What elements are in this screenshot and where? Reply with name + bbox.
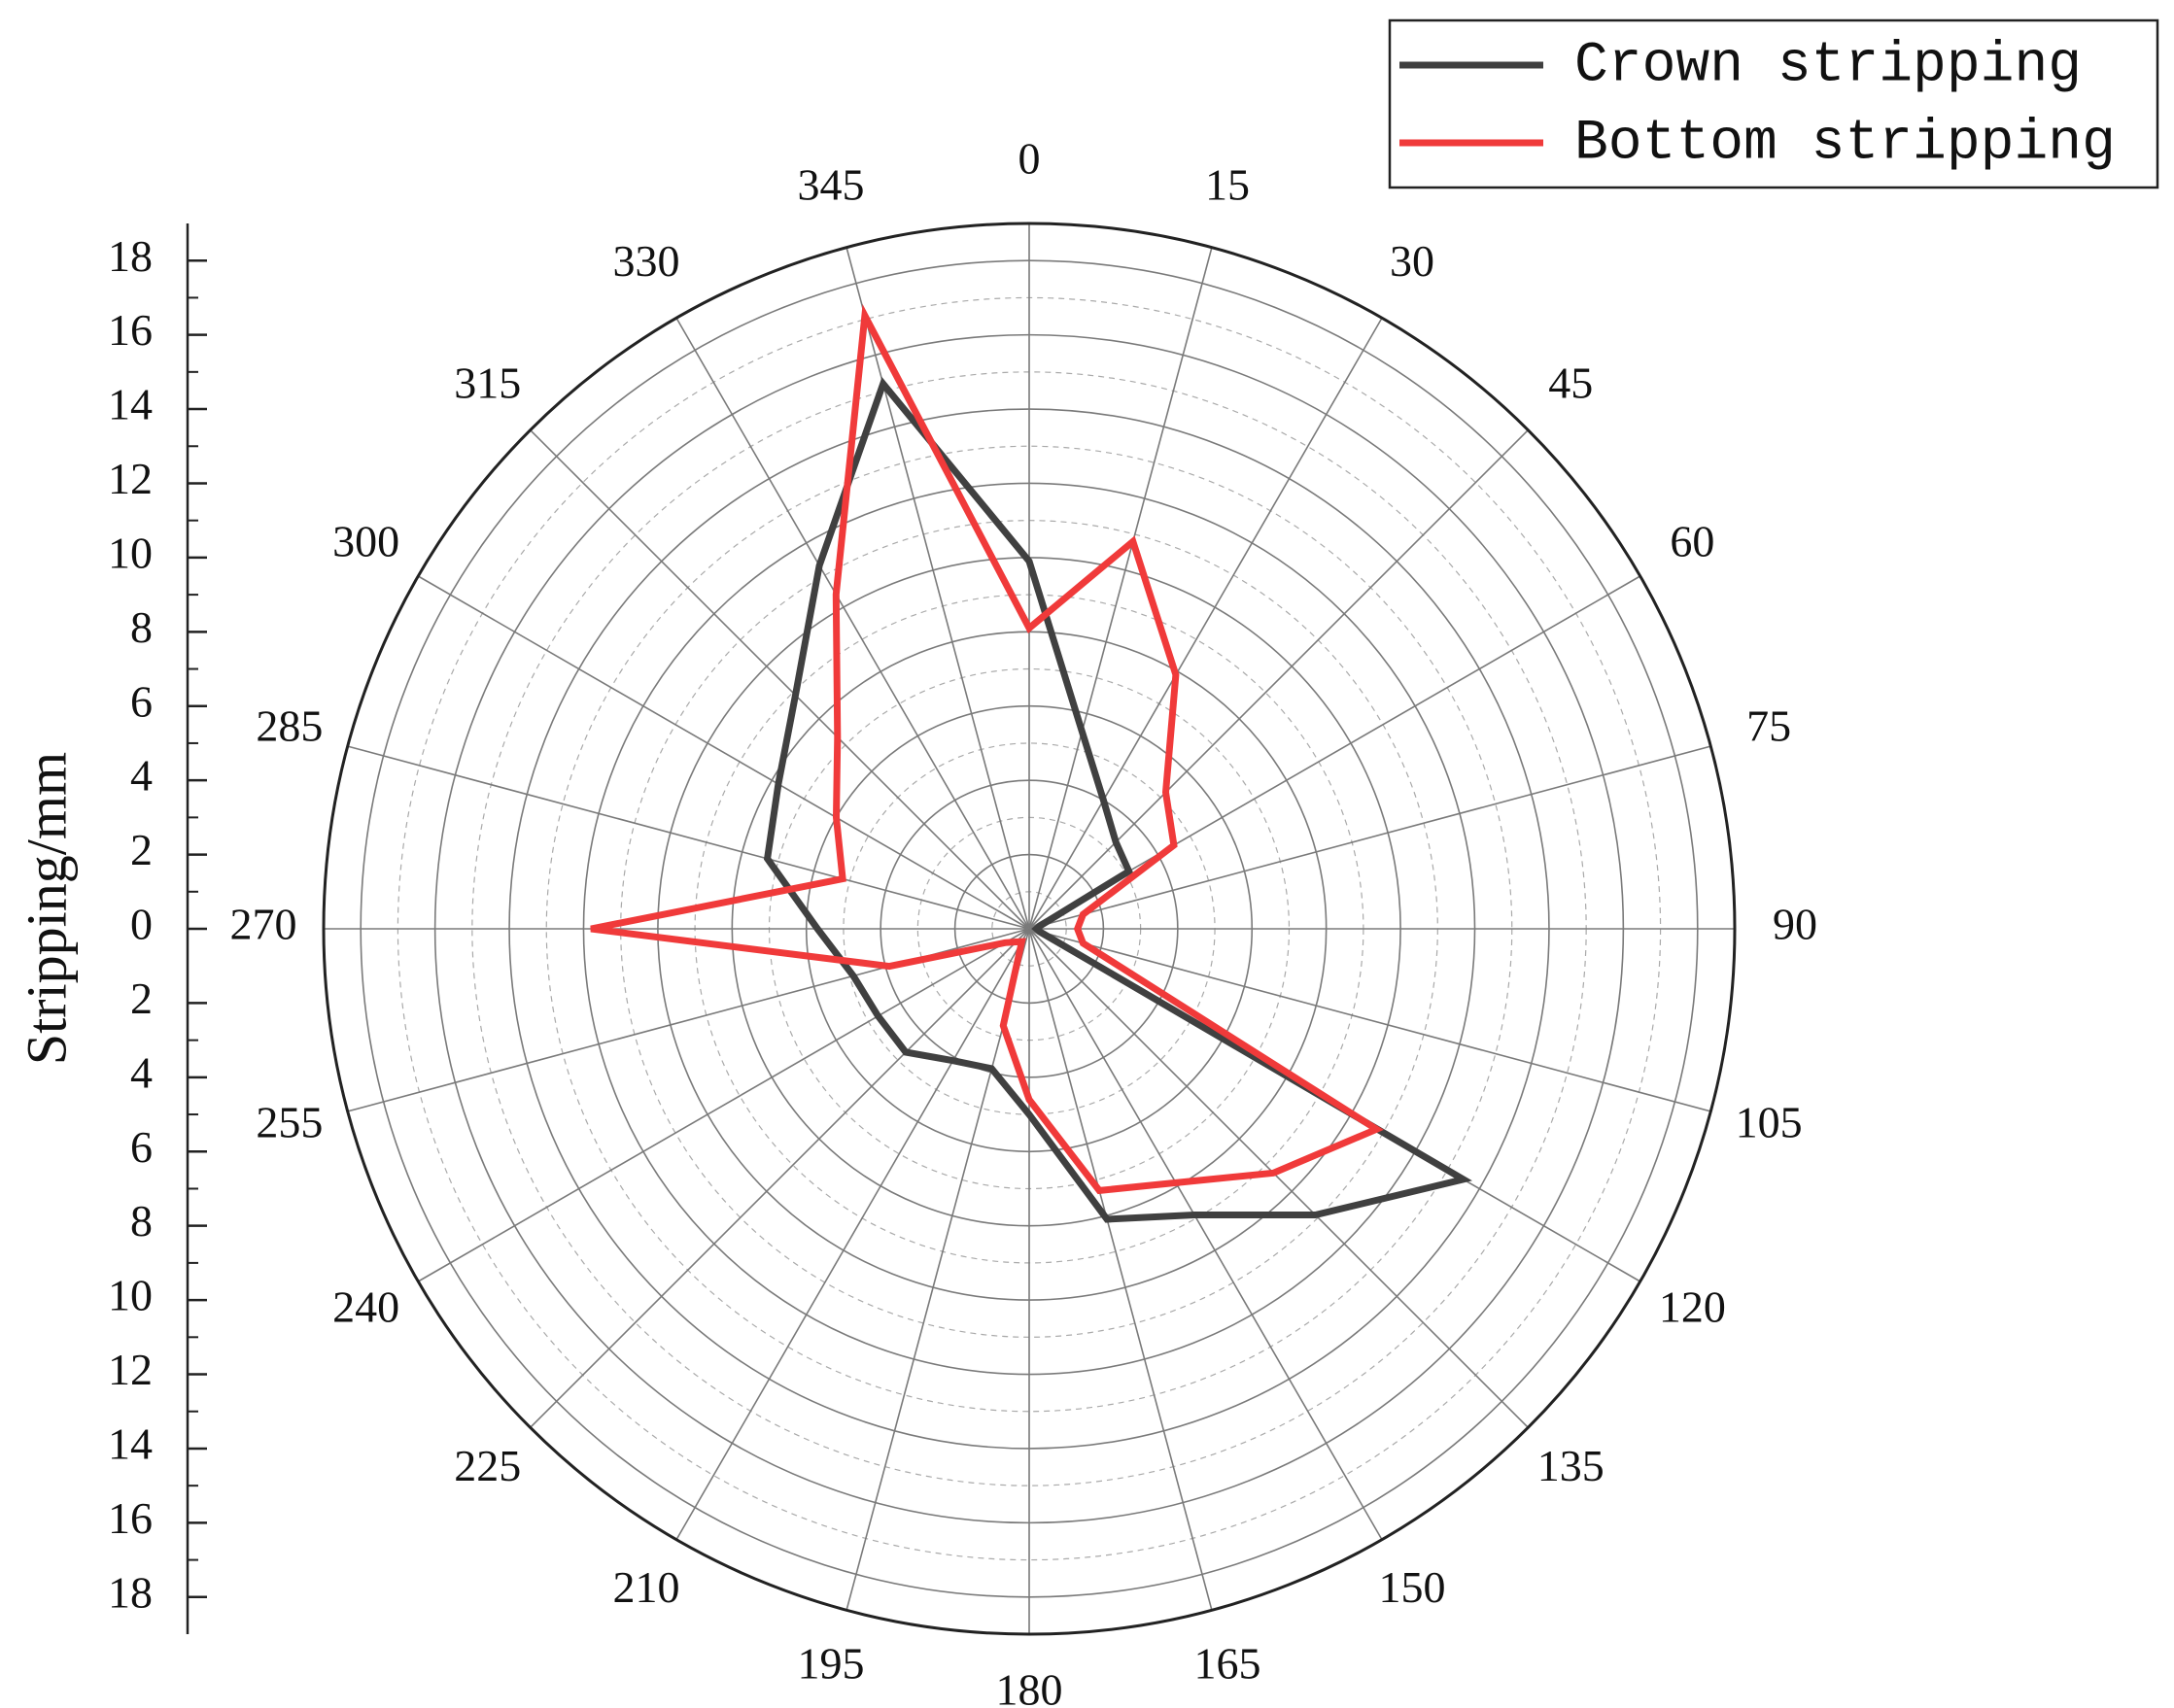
radial-grid-line xyxy=(1028,429,1529,930)
angle-tick-label: 225 xyxy=(454,1441,521,1490)
y-tick-label: 18 xyxy=(108,231,153,281)
radial-grid-line xyxy=(845,928,1030,1611)
series-line xyxy=(590,304,1384,1195)
angle-tick-label: 90 xyxy=(1773,900,1817,949)
y-tick-label: 10 xyxy=(108,528,153,577)
angle-tick-label: 165 xyxy=(1193,1639,1260,1689)
angle-tick-label: 195 xyxy=(798,1639,865,1689)
radial-grid-line xyxy=(417,575,1030,930)
radial-grid-line xyxy=(1028,247,1213,930)
angle-tick-label: 330 xyxy=(613,236,680,286)
y-axis-label: Stripping/mm xyxy=(15,752,78,1065)
y-tick-label: 4 xyxy=(130,1047,153,1097)
angle-tick-label: 30 xyxy=(1390,236,1434,286)
angle-tick-label: 180 xyxy=(996,1665,1063,1708)
series-line xyxy=(763,376,1472,1223)
angle-tick-label: 300 xyxy=(332,517,399,566)
radial-grid-line xyxy=(845,247,1030,930)
angle-tick-label: 45 xyxy=(1548,358,1593,407)
y-tick-label: 8 xyxy=(130,602,153,652)
angle-tick-label: 60 xyxy=(1670,517,1714,566)
radial-grid-line xyxy=(347,745,1030,930)
y-tick-label: 2 xyxy=(130,825,153,874)
y-tick-label: 6 xyxy=(130,676,153,726)
angle-tick-label: 270 xyxy=(230,900,297,949)
angle-tick-label: 120 xyxy=(1659,1282,1726,1332)
angle-tick-label: 105 xyxy=(1736,1098,1803,1147)
y-tick-label: 0 xyxy=(130,900,153,949)
y-tick-label: 8 xyxy=(130,1196,153,1246)
legend-box xyxy=(1388,18,2159,189)
angle-tick-label: 345 xyxy=(798,159,865,209)
radial-grid-line xyxy=(417,928,1030,1282)
angle-tick-label: 255 xyxy=(256,1098,323,1147)
y-tick-label: 2 xyxy=(130,974,153,1023)
y-tick-label: 6 xyxy=(130,1122,153,1172)
angle-tick-label: 285 xyxy=(256,701,323,751)
angle-tick-label: 240 xyxy=(332,1282,399,1332)
radial-grid-line xyxy=(530,928,1030,1428)
y-tick-label: 14 xyxy=(108,380,153,429)
outer-circle xyxy=(322,222,1737,1636)
y-tick-label: 12 xyxy=(108,454,153,503)
legend-text: Bottom stripping xyxy=(1574,112,2116,175)
radial-grid-line xyxy=(1028,745,1711,930)
angle-tick-label: 75 xyxy=(1746,701,1791,751)
angle-tick-label: 15 xyxy=(1205,159,1250,209)
radial-grid-line xyxy=(1028,928,1213,1611)
radial-grid-line xyxy=(1028,928,1529,1428)
radial-grid-line xyxy=(675,317,1030,930)
y-tick-label: 18 xyxy=(108,1567,153,1617)
angle-tick-label: 135 xyxy=(1537,1441,1605,1490)
y-tick-label: 4 xyxy=(130,751,153,801)
y-tick-label: 16 xyxy=(108,1493,153,1543)
radial-grid-line xyxy=(675,928,1030,1541)
angle-tick-label: 0 xyxy=(1018,134,1041,184)
y-tick-label: 16 xyxy=(108,305,153,355)
angle-tick-label: 210 xyxy=(613,1562,680,1612)
radial-grid-line xyxy=(1028,317,1383,930)
legend-text: Crown stripping xyxy=(1574,34,2082,97)
angle-tick-label: 150 xyxy=(1379,1562,1446,1612)
radial-grid-line xyxy=(530,429,1030,930)
y-tick-label: 14 xyxy=(108,1419,153,1469)
y-tick-label: 10 xyxy=(108,1271,153,1320)
radial-grid-line xyxy=(1028,928,1711,1112)
angle-tick-label: 315 xyxy=(454,358,521,407)
radial-grid-line xyxy=(1028,928,1383,1541)
y-tick-label: 12 xyxy=(108,1345,153,1394)
